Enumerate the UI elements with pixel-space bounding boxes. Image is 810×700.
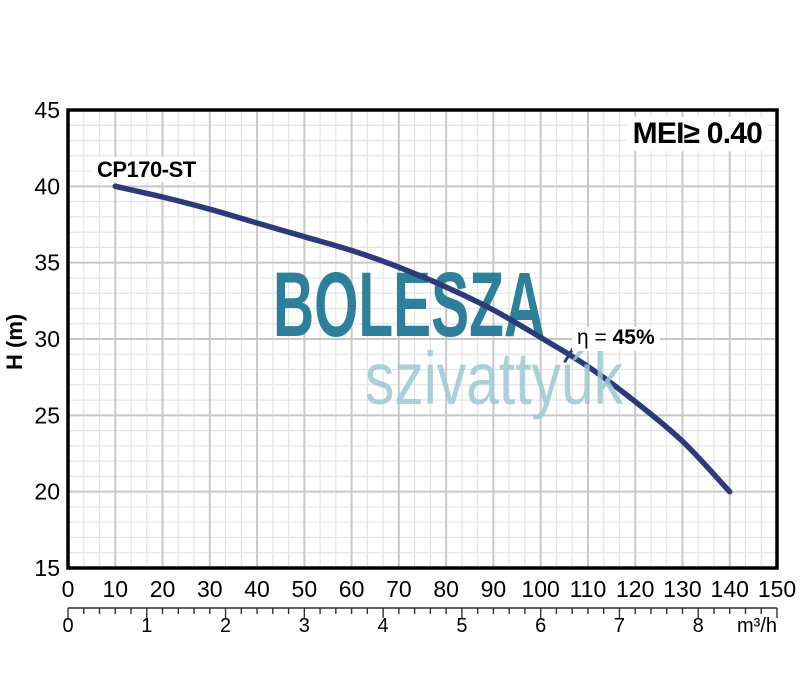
pump-curve bbox=[112, 183, 733, 495]
x-tick-label: 60 bbox=[339, 576, 365, 602]
x-tick-label: 0 bbox=[62, 576, 75, 602]
efficiency-symbol: η = bbox=[577, 326, 613, 349]
x-tick-label: 30 bbox=[197, 576, 223, 602]
y-tick-label: 20 bbox=[34, 479, 60, 505]
secondary-axis bbox=[67, 607, 778, 618]
efficiency-label: η = 45% bbox=[572, 326, 660, 352]
x-tick-label: 50 bbox=[292, 576, 318, 602]
x-tick-label: 10 bbox=[102, 576, 128, 602]
flow-unit-label: m³/h bbox=[737, 615, 777, 637]
efficiency-value: 45% bbox=[612, 326, 655, 349]
y-tick-label: 40 bbox=[34, 173, 60, 199]
x-tick-label: 80 bbox=[433, 576, 459, 602]
y-axis-labels: 45 40 35 30 25 20 15 bbox=[34, 97, 60, 581]
curve-model-label: CP170-ST bbox=[92, 157, 201, 183]
efficiency-tick-mark bbox=[563, 346, 575, 363]
x2-tick-label: 5 bbox=[456, 615, 467, 637]
x2-tick-label: 6 bbox=[535, 615, 546, 637]
x2-tick-label: 2 bbox=[220, 615, 231, 637]
y-tick-label: 15 bbox=[34, 555, 60, 581]
x2-tick-label: 4 bbox=[378, 615, 389, 637]
x-tick-label: 100 bbox=[521, 576, 559, 602]
plot-border bbox=[66, 108, 779, 570]
x-tick-label: 40 bbox=[244, 576, 270, 602]
y-tick-label: 30 bbox=[34, 326, 60, 352]
y-tick-label: 25 bbox=[34, 402, 60, 428]
mei-rating-label: MEI≥ 0.40 bbox=[626, 117, 768, 151]
x2-tick-label: 3 bbox=[299, 615, 310, 637]
secondary-axis-labels: 0 1 2 3 4 5 6 7 8 m³/h bbox=[62, 615, 777, 637]
x2-tick-label: 8 bbox=[693, 615, 704, 637]
x-tick-label: 130 bbox=[663, 576, 701, 602]
y-tick-label: 35 bbox=[34, 250, 60, 276]
x-tick-label: 90 bbox=[481, 576, 507, 602]
x2-tick-label: 1 bbox=[141, 615, 152, 637]
y-tick-label: 45 bbox=[34, 97, 60, 123]
x-tick-label: 140 bbox=[711, 576, 749, 602]
x-tick-label: 20 bbox=[150, 576, 176, 602]
x-tick-label: 120 bbox=[616, 576, 654, 602]
x-tick-label: 110 bbox=[570, 576, 607, 602]
x-tick-label: 150 bbox=[758, 576, 796, 602]
x-tick-label: 70 bbox=[386, 576, 412, 602]
x2-tick-label: 0 bbox=[62, 615, 73, 637]
x2-tick-label: 7 bbox=[614, 615, 625, 637]
y-axis-title: H (m) bbox=[2, 313, 27, 371]
x-axis-labels: 0 10 20 30 40 50 60 70 80 90 100 110 120 130 140 150 bbox=[62, 576, 797, 602]
